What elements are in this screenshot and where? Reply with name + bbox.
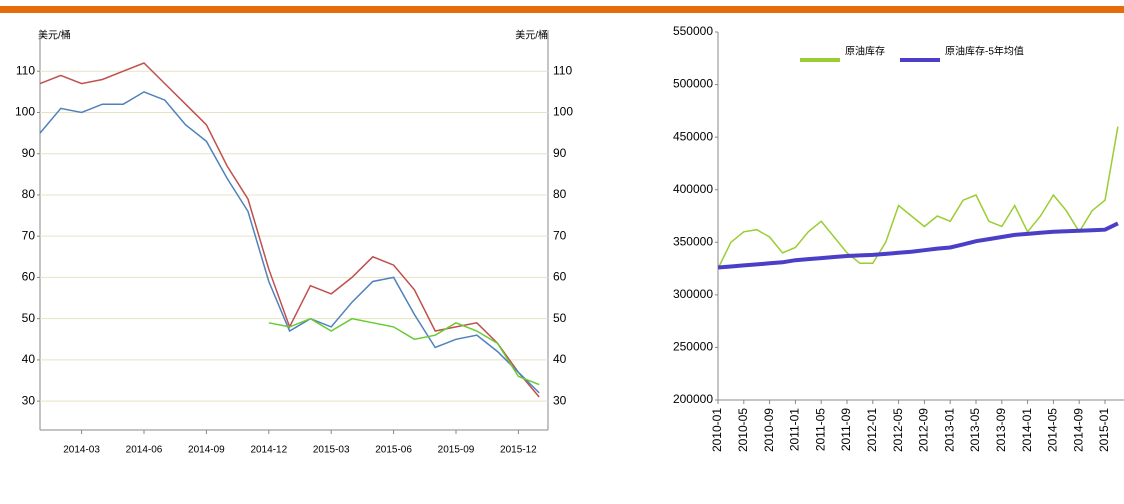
x-tick-label: 2014-06 [126, 445, 163, 456]
y-tick-label: 400000 [673, 182, 713, 196]
legend-label: 原油库存-5年均值 [945, 45, 1024, 58]
x-tick-label: 2015-01 [1097, 408, 1111, 452]
y2-tick-label: 30 [553, 393, 567, 407]
y2-axis-unit: 美元/桶 [515, 29, 548, 42]
y2-tick-label: 90 [553, 146, 567, 160]
y-tick-label: 100 [15, 105, 35, 119]
series-line [39, 91, 540, 394]
y2-tick-label: 70 [553, 228, 567, 242]
series-line [717, 221, 1119, 270]
legend-label: 原油库存 [845, 45, 885, 58]
series-line [268, 317, 540, 386]
y-tick-label: 250000 [673, 340, 713, 354]
y-tick-label: 200000 [673, 392, 713, 406]
y-tick-label: 350000 [673, 234, 713, 248]
x-tick-label: 2014-09 [1071, 408, 1085, 452]
y-tick-label: 60 [22, 270, 36, 284]
y2-tick-label: 60 [553, 270, 567, 284]
y-tick-label: 50 [22, 311, 36, 325]
y2-tick-label: 80 [553, 187, 567, 201]
y-tick-label: 500000 [673, 77, 713, 91]
x-tick-label: 2011-05 [813, 408, 827, 451]
y-tick-label: 40 [22, 352, 36, 366]
x-tick-label: 2011-01 [788, 408, 802, 451]
x-tick-label: 2010-05 [736, 408, 750, 452]
x-tick-label: 2015-03 [313, 445, 350, 456]
x-tick-label: 2014-09 [188, 445, 225, 456]
x-tick-label: 2014-05 [1046, 408, 1060, 452]
x-tick-label: 2014-03 [63, 445, 100, 456]
y2-tick-label: 110 [553, 63, 572, 77]
x-tick-label: 2012-05 [891, 408, 905, 452]
y2-tick-label: 100 [553, 105, 573, 119]
x-tick-label: 2011-09 [839, 408, 853, 451]
header-bar [0, 6, 1124, 13]
x-tick-label: 2013-05 [968, 408, 982, 452]
y-tick-label: 70 [22, 228, 36, 242]
x-tick-label: 2012-09 [917, 408, 931, 452]
y-tick-label: 80 [22, 187, 36, 201]
x-tick-label: 2012-01 [865, 408, 879, 452]
series-line [717, 126, 1119, 269]
y-tick-label: 550000 [673, 24, 713, 38]
x-tick-label: 2010-01 [710, 408, 724, 452]
series-line [39, 62, 540, 398]
x-tick-label: 2015-09 [438, 445, 475, 456]
y-axis-unit: 美元/桶 [38, 29, 71, 42]
y-tick-label: 110 [16, 63, 35, 77]
x-tick-label: 2014-12 [250, 445, 287, 456]
y2-tick-label: 40 [553, 352, 567, 366]
y2-tick-label: 50 [553, 311, 567, 325]
x-tick-label: 2010-09 [762, 408, 776, 452]
x-tick-label: 2015-12 [500, 445, 537, 456]
x-tick-label: 2013-01 [942, 408, 956, 452]
y-tick-label: 450000 [673, 129, 713, 143]
y-tick-label: 300000 [673, 287, 713, 301]
y-tick-label: 90 [22, 146, 36, 160]
x-tick-label: 2015-06 [375, 445, 412, 456]
y-tick-label: 30 [22, 393, 36, 407]
x-tick-label: 2014-01 [1020, 408, 1034, 452]
x-tick-label: 2013-09 [994, 408, 1008, 452]
